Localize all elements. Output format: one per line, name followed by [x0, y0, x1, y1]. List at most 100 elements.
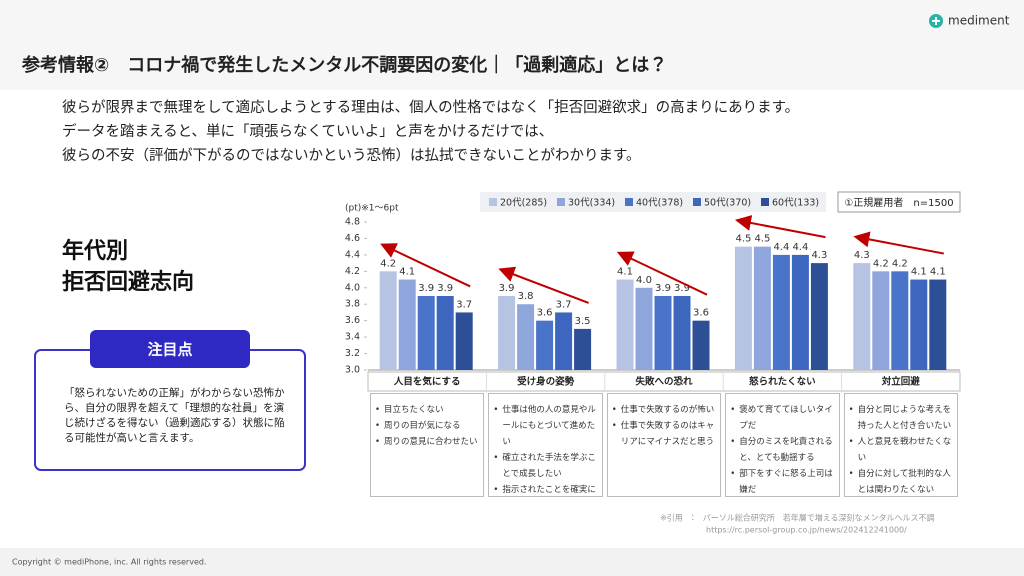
notice-text: 「怒られないための正解」がわからない恐怖から、自分の限界を超えて「理想的な社員」…: [64, 387, 285, 444]
value-label: 4.5: [754, 234, 770, 245]
value-label: 4.1: [617, 267, 633, 278]
description-box: 褒めて育ててほしいタイプだ自分のミスを叱責されると、とても動揺する部下をすぐに怒…: [725, 393, 840, 497]
body-text: 彼らが限界まで無理をして適応しようとする理由は、個人の性格ではなく「拒否回避欲求…: [62, 100, 800, 116]
y-tick-label: 4.6: [345, 233, 360, 244]
bar: [654, 296, 672, 370]
bar: [536, 320, 554, 370]
side-title: 年代別: [62, 238, 128, 264]
y-tick-label: 4.4: [345, 249, 360, 260]
value-label: 3.7: [456, 299, 472, 310]
value-label: 3.5: [575, 316, 591, 327]
logo: mediment: [948, 14, 1010, 28]
description-item: 部下をすぐに怒る上司は嫌だ: [730, 466, 834, 496]
header-band: [0, 0, 1024, 90]
slide-title: 参考情報② コロナ禍で発生したメンタル不調要因の変化｜「過剰適応」とは？: [21, 54, 667, 76]
legend-swatch: [557, 198, 565, 206]
bar: [436, 296, 454, 370]
legend-label: 60代(133): [772, 198, 819, 209]
footer: Copyright © mediPhone, inc. All rights r…: [12, 558, 207, 567]
value-label: 3.8: [518, 291, 534, 302]
legend-label: 30代(334): [568, 198, 615, 209]
value-label: 3.9: [655, 283, 671, 294]
description-item: 自分に対して批判的な人とは関わりたくない: [849, 466, 953, 496]
y-tick-label: 3.4: [345, 332, 360, 343]
value-label: 4.1: [911, 267, 927, 278]
bar: [417, 296, 435, 370]
citation: ※引用 ： パーソル総合研究所 若年層で増える深刻なメンタルヘルス不調: [660, 513, 934, 523]
y-tick-label: 3.6: [345, 315, 360, 326]
bar: [692, 320, 710, 370]
value-label: 4.0: [636, 275, 652, 286]
value-label: 3.6: [693, 308, 709, 319]
description-item: 周りの意見に合わせたい: [375, 434, 479, 450]
description-item: 褒めて育ててほしいタイプだ: [730, 402, 834, 434]
legend-label: 40代(378): [636, 198, 683, 209]
bar: [574, 328, 592, 370]
value-label: 4.4: [773, 242, 789, 253]
description-box: 自分と同じような考えを持った人と付き合いたい人と意見を戦わせたくない自分に対して…: [843, 393, 958, 497]
description-item: 指示されたことを確実にこなしたい: [493, 482, 597, 496]
value-label: 3.9: [499, 283, 515, 294]
description-box: 目立ちたくない周りの目が気になる周りの意見に合わせたい: [370, 393, 485, 497]
bar: [555, 312, 573, 370]
bar: [929, 279, 947, 370]
legend-label: 20代(285): [500, 198, 547, 209]
x-tick-label: 人目を気にする: [393, 376, 461, 388]
description-item: 自分と同じような考えを持った人と付き合いたい: [849, 402, 953, 434]
category-strip: [367, 371, 961, 392]
side-title: 拒否回避志向: [62, 269, 194, 295]
y-tick-label: 4.8: [345, 217, 360, 228]
notice-label-bg: [90, 330, 250, 368]
bar: [398, 279, 416, 370]
footer-band: [0, 548, 1024, 576]
trend-arrow: [734, 215, 826, 239]
legend-label: 50代(370): [704, 198, 751, 209]
bar: [498, 296, 516, 370]
legend-swatch: [625, 198, 633, 206]
description-box: 仕事で失敗するのが怖い仕事で失敗するのはキャリアにマイナスだと思う: [606, 393, 722, 497]
sample-note: ①正規雇用者 n=1500: [844, 197, 953, 209]
description-item: 仕事で失敗するのはキャリアにマイナスだと思う: [612, 418, 716, 450]
bar: [791, 254, 809, 370]
x-tick-label: 受け身の姿勢: [517, 376, 575, 388]
body-text: データを踏まえると、単に「頑張らなくていいよ」と声をかけるだけでは、: [62, 124, 554, 140]
trend-arrow: [380, 243, 471, 288]
value-label: 3.6: [537, 308, 553, 319]
value-label: 4.3: [854, 250, 870, 261]
trend-arrow: [498, 266, 589, 304]
bar: [379, 271, 397, 370]
value-label: 4.5: [735, 234, 751, 245]
value-label: 3.9: [437, 283, 453, 294]
description-item: 人と意見を戦わせたくない: [849, 434, 953, 466]
legend-swatch: [761, 198, 769, 206]
trend-arrow: [616, 251, 708, 296]
body-text: 彼らの不安（評価が下がるのではないかという恐怖）は払拭できないことがわかります。: [62, 148, 641, 164]
value-label: 4.2: [380, 258, 396, 269]
value-label: 3.9: [674, 283, 690, 294]
y-tick-label: 3.8: [345, 299, 360, 310]
bar: [853, 263, 871, 370]
value-label: 4.1: [399, 267, 415, 278]
description-item: 仕事で失敗するのが怖い: [612, 402, 716, 418]
bar: [891, 271, 909, 370]
y-note: (pt)※1～6pt: [345, 204, 399, 214]
x-tick-label: 失敗への恐れ: [635, 376, 693, 388]
y-tick-label: 4.0: [345, 282, 360, 293]
bar: [772, 254, 790, 370]
legend-box: [480, 192, 826, 212]
bar: [616, 279, 634, 370]
bar: [753, 246, 771, 370]
trend-arrow: [853, 231, 944, 255]
bar: [673, 296, 691, 370]
value-label: 4.3: [811, 250, 827, 261]
value-label: 4.1: [930, 267, 946, 278]
y-tick-label: 3.0: [345, 365, 360, 376]
x-tick-label: 対立回避: [881, 376, 921, 388]
value-label: 4.2: [873, 258, 889, 269]
description-item: 自分のミスを叱責されると、とても動揺する: [730, 434, 834, 466]
description-item: 確立された手法を学ぶことで成長したい: [493, 450, 597, 482]
bar: [635, 287, 653, 370]
bar: [810, 263, 828, 370]
